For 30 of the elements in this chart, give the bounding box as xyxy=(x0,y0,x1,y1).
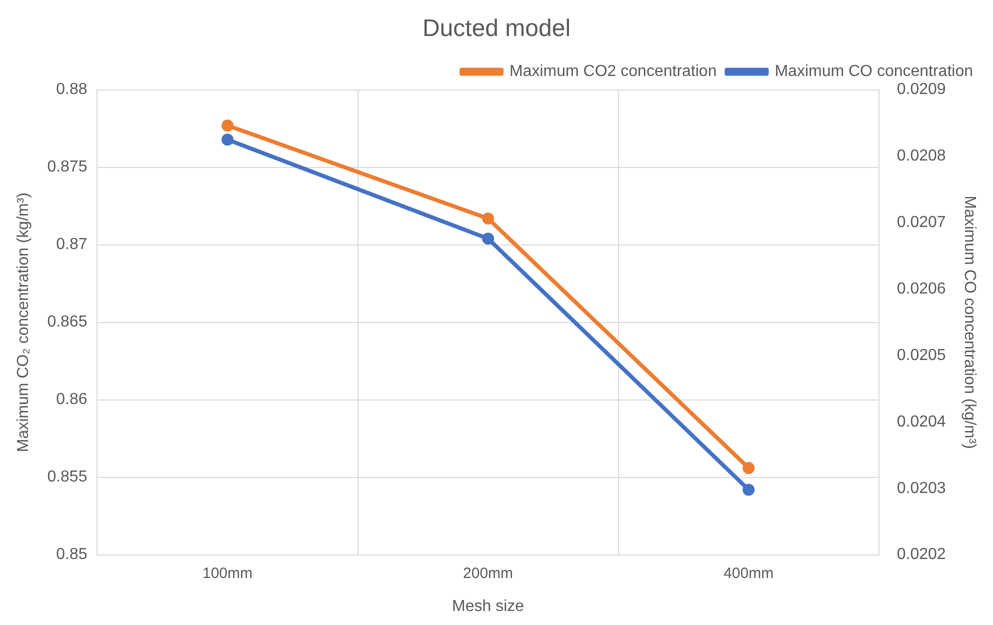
y-tick-label: 0.86 xyxy=(56,391,88,408)
y-tick-label: 0.855 xyxy=(47,468,88,486)
point xyxy=(742,484,755,496)
x-tick-label: 200mm xyxy=(463,564,514,582)
y2-tick-label: 0.0203 xyxy=(896,480,946,497)
y-tick-label: 0.85 xyxy=(56,546,88,564)
point xyxy=(222,134,234,146)
x-axis-title: Mesh size xyxy=(452,598,524,615)
y-axis-title: Maximum CO₂ concentration (kg/m³) xyxy=(15,192,32,452)
point xyxy=(482,212,494,224)
legend-label: Maximum CO concentration xyxy=(774,63,974,80)
y2-axis-title: Maximum CO concentration (kg/m³) xyxy=(960,196,978,449)
x-tick-label: 100mm xyxy=(202,564,253,582)
chart-title: Ducted model xyxy=(422,15,571,42)
y-tick-label: 0.87 xyxy=(56,236,88,254)
point xyxy=(742,462,755,474)
y2-tick-label: 0.0209 xyxy=(896,81,946,98)
y2-tick-label: 0.0206 xyxy=(896,280,946,298)
x-tick-label: 400mm xyxy=(724,564,774,582)
point xyxy=(482,232,494,245)
y-tick-label: 0.875 xyxy=(47,158,88,176)
y-tick-label: 0.88 xyxy=(56,81,88,98)
y2-tick-label: 0.0208 xyxy=(896,148,946,165)
y2-tick-label: 0.0205 xyxy=(896,346,946,364)
y2-tick-label: 0.0207 xyxy=(896,214,946,232)
legend-label: Maximum CO2 concentration xyxy=(510,63,717,80)
point xyxy=(222,119,234,132)
y2-tick-label: 0.0202 xyxy=(896,546,946,564)
y2-tick-label: 0.0204 xyxy=(896,413,946,430)
y-tick-label: 0.865 xyxy=(47,314,88,331)
